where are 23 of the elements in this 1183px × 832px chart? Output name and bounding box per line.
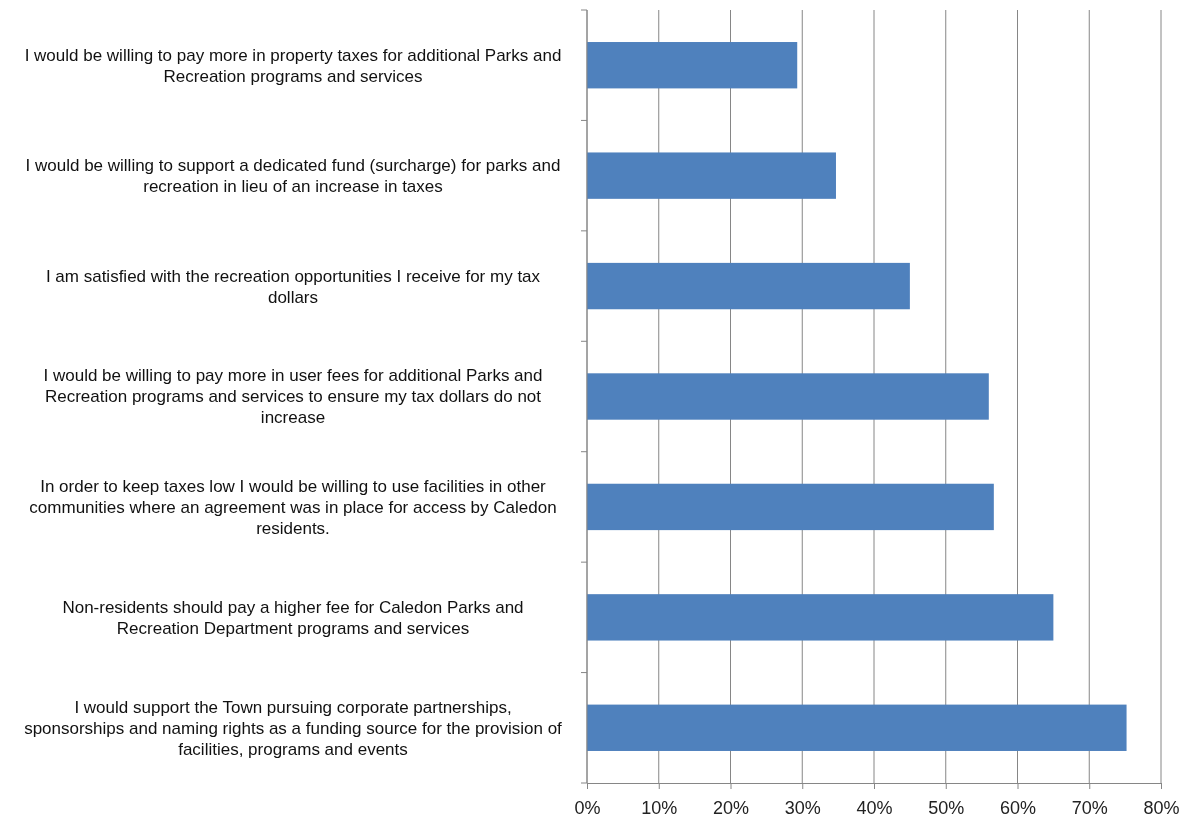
x-tick-label: 10% — [641, 797, 678, 818]
bar — [587, 373, 989, 420]
y-tick-label: I would be willing to support a dedicated fund (surcharge) for parks and recreation in lieu of an increase in taxes — [25, 156, 561, 197]
y-tick-label: In order to keep taxes low I would be willing to use facilities in other communities where an agreement was in place for access by Caledon residents. — [29, 476, 557, 538]
x-tick-label: 80% — [1143, 797, 1180, 818]
x-tick-label: 60% — [999, 797, 1037, 818]
x-tick-label: 50% — [928, 797, 965, 818]
bar — [587, 42, 798, 89]
y-tick-label: I would support the Town pursuing corporate partnerships, sponsorships and naming rights as a funding source for the provision of facilities, programs and events — [24, 697, 563, 759]
bar — [587, 262, 910, 310]
x-tick-label: 0% — [574, 797, 601, 818]
x-tick-label: 40% — [856, 797, 893, 818]
y-tick-label: I am satisfied with the recreation opportunities I receive for my tax dollars — [45, 266, 541, 307]
x-tick-label: 20% — [712, 797, 750, 818]
y-tick-label: I would be willing to pay more in user fees for additional Parks and Recreation programs and services to ensure my tax dollars do not increase — [43, 366, 543, 428]
x-tick-label: 30% — [784, 797, 821, 818]
bar — [587, 152, 836, 199]
bar — [587, 594, 1054, 641]
x-tick-label: 70% — [1071, 797, 1108, 818]
bar — [587, 704, 1127, 751]
y-tick-label: I would be willing to pay more in property taxes for additional Parks and Recreation programs and services — [24, 45, 562, 86]
y-tick-label: Non-residents should pay a higher fee for Caledon Parks and Recreation Department programs and services — [62, 597, 524, 638]
bar — [587, 483, 994, 531]
